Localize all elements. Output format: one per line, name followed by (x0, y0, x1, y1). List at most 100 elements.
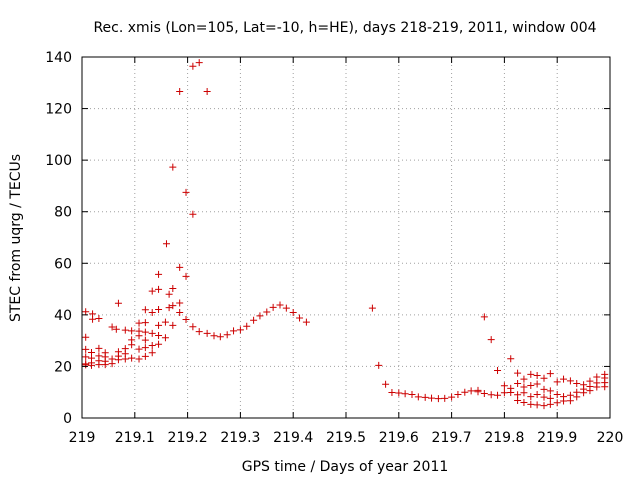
x-tick-label: 219.3 (220, 430, 260, 446)
data-point (161, 334, 169, 342)
data-point (169, 285, 177, 293)
data-point (128, 341, 136, 349)
y-axis-label: STEC from uqrg / TECUs (8, 154, 24, 322)
x-tick-label: 219.1 (115, 430, 155, 446)
data-point (82, 308, 90, 316)
data-point (95, 314, 103, 322)
data-point (189, 210, 197, 218)
data-point (421, 393, 429, 401)
data-point (128, 327, 136, 335)
x-tick-label: 219.2 (168, 430, 208, 446)
data-point (553, 399, 561, 407)
data-point (302, 318, 310, 326)
data-point (507, 388, 515, 396)
data-point (162, 240, 170, 248)
data-point (155, 331, 163, 339)
data-point (514, 369, 522, 377)
data-point (176, 263, 184, 271)
y-tick-labels: 0 20 40 60 80 100 120 140 (45, 50, 72, 427)
data-point (500, 389, 508, 397)
data-point (121, 345, 129, 353)
x-tick-label: 219 (69, 430, 96, 446)
data-point (520, 399, 528, 407)
data-point (461, 388, 469, 396)
data-point (593, 383, 601, 391)
data-point (540, 393, 548, 401)
data-point (296, 314, 304, 322)
data-point (520, 389, 528, 397)
data-point (282, 304, 290, 312)
data-point (155, 305, 163, 313)
data-point (82, 353, 90, 361)
y-tick-label: 80 (54, 205, 72, 221)
data-point (223, 331, 231, 339)
data-point (108, 323, 116, 331)
data-point (141, 352, 149, 360)
data-point (141, 306, 149, 314)
data-point (263, 308, 271, 316)
data-point (148, 342, 156, 350)
data-point (165, 290, 173, 298)
data-point (586, 387, 594, 395)
data-point (533, 391, 541, 399)
data-point (82, 333, 90, 341)
data-point (428, 394, 436, 402)
data-point (540, 385, 548, 393)
data-point (169, 302, 177, 310)
y-tick-label: 20 (54, 359, 72, 375)
x-tick-label: 220 (597, 430, 624, 446)
data-point (182, 315, 190, 323)
data-point (155, 285, 163, 293)
data-point (165, 304, 173, 312)
data-point (540, 374, 548, 382)
axis-ticks (81, 56, 611, 419)
data-point (155, 270, 163, 278)
data-point (236, 326, 244, 334)
x-tick-label: 219.9 (537, 430, 577, 446)
data-point (414, 393, 422, 401)
data-point (593, 373, 601, 381)
data-point (276, 301, 284, 309)
data-point (269, 303, 277, 311)
data-point (128, 354, 136, 362)
data-point (573, 379, 581, 387)
data-point (141, 336, 149, 344)
data-point (514, 379, 522, 387)
data-point (148, 349, 156, 357)
data-point (155, 340, 163, 348)
data-point (182, 272, 190, 280)
data-point (500, 382, 508, 390)
y-tick-label: 120 (45, 102, 72, 118)
data-point (494, 367, 502, 375)
data-point (454, 391, 462, 399)
data-point (243, 322, 251, 330)
data-point (95, 361, 103, 369)
data-point (480, 390, 488, 398)
data-point (141, 319, 149, 327)
data-point (448, 393, 456, 401)
y-tick-label: 140 (45, 50, 72, 66)
data-point (441, 394, 449, 402)
data-point (580, 389, 588, 397)
data-point (88, 349, 96, 357)
data-point (141, 344, 149, 352)
data-point (182, 188, 190, 196)
data-point (553, 391, 561, 399)
data-point (169, 321, 177, 329)
data-point (533, 380, 541, 388)
data-point (195, 328, 203, 336)
data-point (108, 355, 116, 363)
data-point (480, 313, 488, 321)
data-point (216, 333, 224, 341)
data-point (527, 382, 535, 390)
data-point (256, 312, 264, 320)
data-point (467, 387, 475, 395)
data-point (148, 309, 156, 317)
data-point (148, 287, 156, 295)
data-point (203, 88, 211, 96)
data-point (189, 62, 197, 70)
data-point (487, 391, 495, 399)
data-point (560, 375, 568, 383)
data-point (560, 397, 568, 405)
data-point (520, 375, 528, 383)
